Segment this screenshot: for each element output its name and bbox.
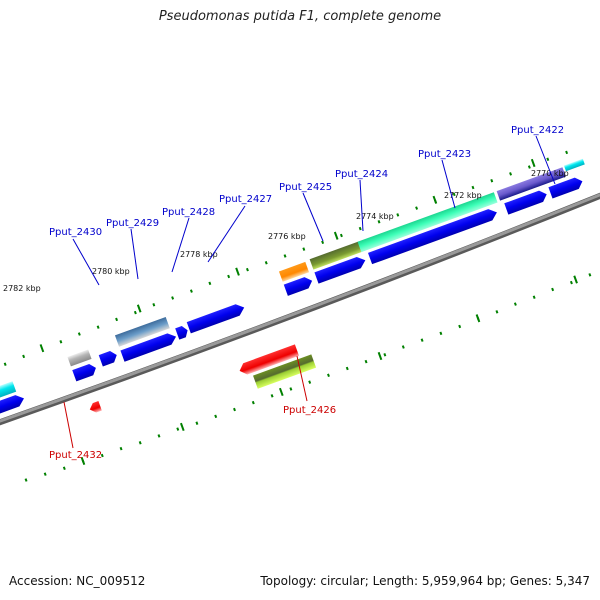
gene-feature[interactable] xyxy=(357,192,498,253)
gene-feature[interactable] xyxy=(309,241,363,270)
gene-feature[interactable] xyxy=(563,158,585,172)
gene-label[interactable]: Pput_2432 xyxy=(49,450,102,461)
kbp-label: 2774 kbp xyxy=(356,212,394,221)
gene-feature[interactable] xyxy=(114,316,170,347)
gene-feature[interactable] xyxy=(496,167,566,201)
gene-feature[interactable] xyxy=(283,275,314,296)
kbp-label: 2772 kbp xyxy=(444,191,482,200)
gene-feature[interactable] xyxy=(120,331,178,362)
gene-feature[interactable] xyxy=(88,401,102,414)
reverse-tick-track xyxy=(24,273,592,482)
reverse-genes xyxy=(88,344,317,414)
gene-feature[interactable] xyxy=(314,255,367,284)
kbp-label: 2776 kbp xyxy=(268,232,306,241)
genome-backbone xyxy=(0,184,600,431)
gene-feature[interactable] xyxy=(72,362,98,382)
gene-feature[interactable] xyxy=(98,349,119,367)
gene-feature[interactable] xyxy=(0,393,26,417)
gene-label[interactable]: Pput_2428 xyxy=(162,207,215,218)
gene-feature[interactable] xyxy=(0,381,17,403)
topology-text: Topology: circular; Length: 5,959,964 bp… xyxy=(260,574,590,588)
gene-label[interactable]: Pput_2427 xyxy=(219,194,272,205)
gene-label[interactable]: Pput_2423 xyxy=(418,149,471,160)
gene-feature[interactable] xyxy=(253,354,317,389)
kbp-label: 2782 kbp xyxy=(3,284,41,293)
gene-feature[interactable] xyxy=(504,189,549,215)
gene-label[interactable]: Pput_2429 xyxy=(106,218,159,229)
gene-label[interactable]: Pput_2426 xyxy=(283,405,336,416)
gene-feature[interactable] xyxy=(186,302,247,334)
gene-labels: Pput_2430 Pput_2429 Pput_2428 Pput_2427 … xyxy=(49,125,564,461)
forward-genes xyxy=(0,158,585,417)
gene-feature[interactable] xyxy=(175,325,189,340)
gene-feature[interactable] xyxy=(278,261,310,282)
gene-feature[interactable] xyxy=(67,349,92,367)
kbp-label: 2770 kbp xyxy=(531,169,569,178)
gene-feature[interactable] xyxy=(548,176,584,199)
gene-label[interactable]: Pput_2422 xyxy=(511,125,564,136)
kbp-label: 2780 kbp xyxy=(92,267,130,276)
gene-feature[interactable] xyxy=(367,207,499,265)
kbp-labels: 2782 kbp 2780 kbp 2778 kbp 2776 kbp 2774… xyxy=(3,169,569,293)
forward-tick-track xyxy=(3,150,569,366)
map-title: Pseudomonas putida F1, complete genome xyxy=(158,9,442,24)
kbp-label: 2778 kbp xyxy=(180,250,218,259)
gene-feature[interactable] xyxy=(238,344,299,376)
gene-label[interactable]: Pput_2425 xyxy=(279,182,332,193)
accession-text: Accession: NC_009512 xyxy=(9,574,146,588)
gene-label[interactable]: Pput_2424 xyxy=(335,169,388,180)
reverse-label-lines xyxy=(63,355,308,449)
gene-label[interactable]: Pput_2430 xyxy=(49,227,102,238)
forward-label-lines xyxy=(72,135,556,286)
